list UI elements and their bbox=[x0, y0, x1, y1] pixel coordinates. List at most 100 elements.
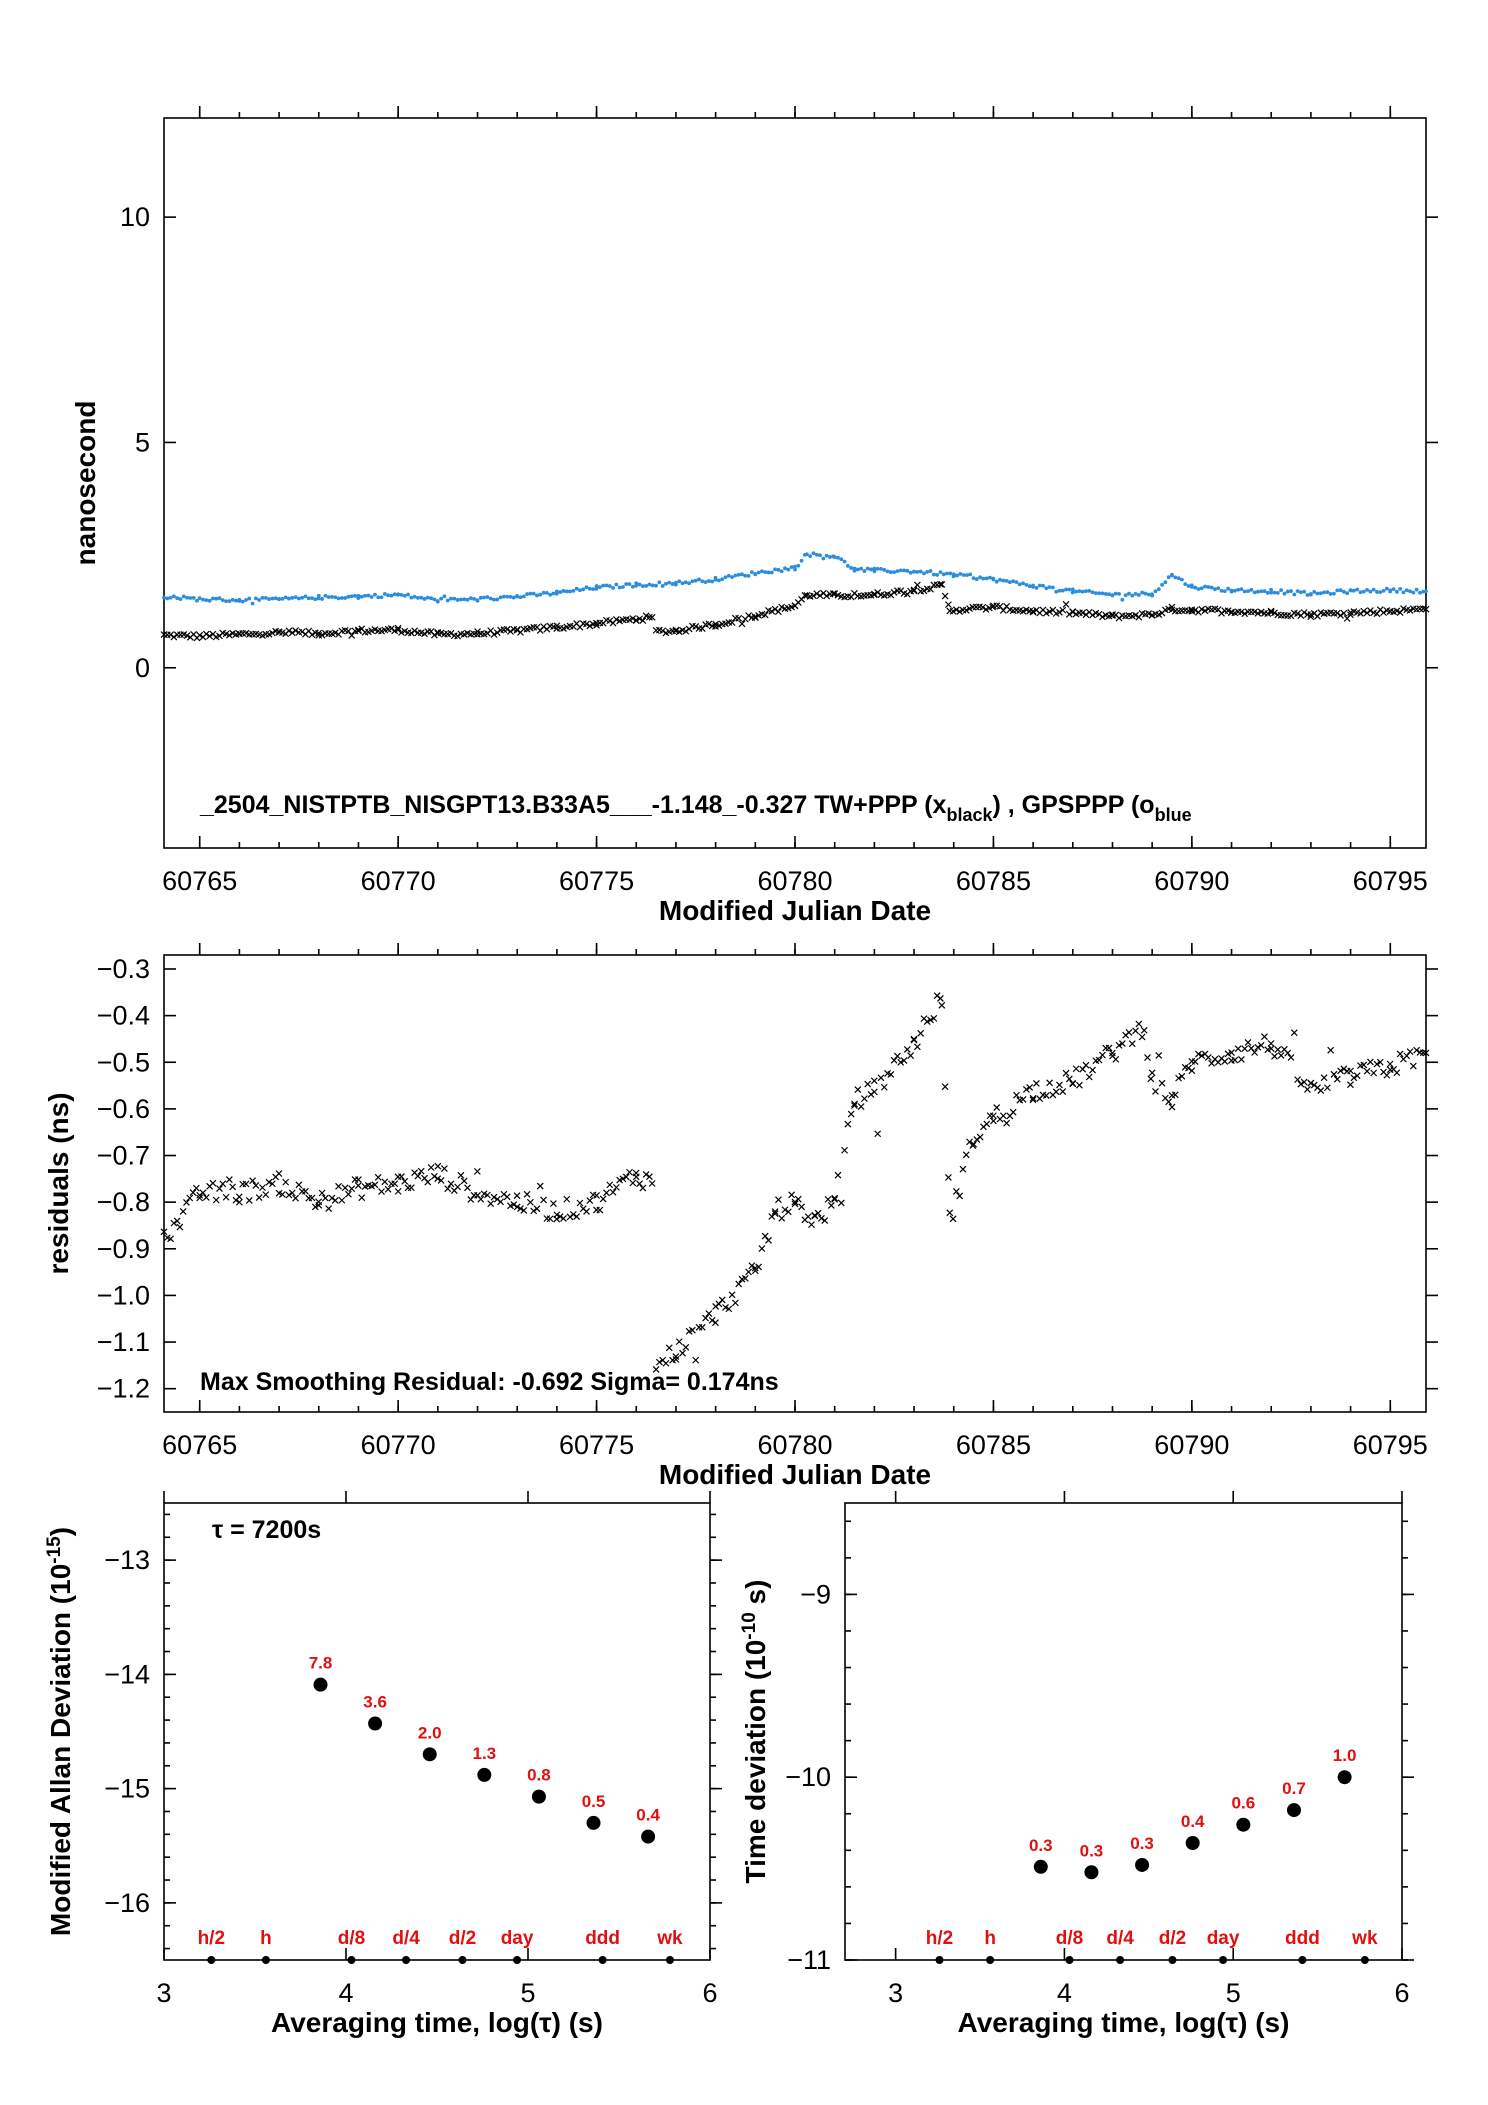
gpsppp-point bbox=[915, 570, 920, 574]
residual-point bbox=[1373, 1060, 1381, 1068]
y-tick-label: −1.1 bbox=[97, 1327, 150, 1357]
residual-point bbox=[941, 1083, 949, 1091]
residual-point bbox=[990, 1117, 997, 1125]
residual-point bbox=[430, 1172, 438, 1180]
twppp-point bbox=[1056, 608, 1063, 616]
residual-point bbox=[1204, 1053, 1212, 1061]
gpsppp-point bbox=[475, 598, 480, 603]
residual-point bbox=[818, 1214, 825, 1222]
residual-point bbox=[665, 1344, 673, 1352]
gpsppp-point bbox=[1418, 590, 1422, 595]
twppp-point bbox=[646, 613, 653, 621]
gpsppp-point bbox=[316, 596, 321, 601]
twppp-point bbox=[962, 606, 970, 614]
residual-point bbox=[1059, 1088, 1067, 1095]
gpsppp-point bbox=[482, 595, 487, 600]
residual-point bbox=[976, 1133, 984, 1141]
gpsppp-point bbox=[845, 563, 850, 568]
gpsppp-point bbox=[1348, 588, 1353, 593]
twppp-point bbox=[1099, 613, 1106, 621]
deviation-point bbox=[1236, 1817, 1251, 1832]
residual-point bbox=[910, 1036, 918, 1044]
time-marker-label: wk bbox=[1351, 1928, 1378, 1949]
gpsppp-point bbox=[710, 579, 715, 584]
residual-point bbox=[1297, 1080, 1305, 1088]
gpsppp-point bbox=[1007, 580, 1012, 585]
gpsppp-point bbox=[1093, 591, 1098, 596]
residual-point bbox=[1191, 1058, 1199, 1065]
gpsppp-point bbox=[1160, 582, 1164, 587]
gpsppp-point bbox=[1127, 591, 1131, 596]
gpsppp-point bbox=[379, 595, 384, 600]
gpsppp-point bbox=[978, 575, 982, 580]
mdev-panel: 3 4 5 6 −16 −15 −14 −13 Averaging time, log(τ) (… bbox=[44, 1491, 722, 2038]
residual-point bbox=[1360, 1061, 1368, 1069]
gpsppp-point bbox=[905, 568, 910, 573]
gpsppp-point bbox=[1163, 580, 1168, 585]
gpsppp-point bbox=[1388, 588, 1393, 593]
y-tick-label: −0.5 bbox=[97, 1047, 150, 1077]
x-tick-label: 60780 bbox=[757, 866, 832, 896]
residual-point bbox=[758, 1245, 766, 1253]
residual-point bbox=[1032, 1079, 1040, 1087]
plot-frame bbox=[163, 117, 1427, 849]
gpsppp-point bbox=[1229, 589, 1234, 594]
gpsppp-point bbox=[316, 593, 321, 598]
gpsppp-point bbox=[1381, 588, 1386, 593]
twppp-point bbox=[751, 614, 759, 622]
gpsppp-point bbox=[601, 583, 606, 588]
residual-point bbox=[355, 1176, 362, 1183]
residual-point bbox=[1046, 1079, 1054, 1087]
gpsppp-point bbox=[343, 596, 348, 600]
twppp-point bbox=[1340, 609, 1348, 617]
gpsppp-point bbox=[644, 584, 649, 588]
gpsppp-point bbox=[667, 580, 672, 585]
residual-point bbox=[560, 1215, 567, 1222]
residual-point bbox=[292, 1194, 299, 1202]
gpsppp-point bbox=[1100, 591, 1105, 596]
residual-point bbox=[1112, 1055, 1120, 1063]
gpsppp-point bbox=[879, 566, 883, 571]
residual-point bbox=[609, 1188, 617, 1196]
gpsppp-point bbox=[435, 599, 440, 604]
twppp-point bbox=[268, 629, 276, 637]
gpsppp-point bbox=[465, 597, 470, 602]
y-tick-label: −0.3 bbox=[97, 954, 150, 984]
twppp-point bbox=[411, 627, 419, 635]
twppp-point bbox=[474, 628, 481, 635]
gpsppp-point bbox=[1302, 589, 1307, 594]
y-tick-label: −11 bbox=[787, 1945, 831, 1975]
residual-point bbox=[407, 1184, 415, 1192]
residual-point bbox=[1409, 1062, 1417, 1070]
gpsppp-point bbox=[452, 596, 457, 601]
residual-point bbox=[1254, 1043, 1262, 1051]
gpsppp-point bbox=[789, 565, 794, 570]
gpsppp-point bbox=[1133, 591, 1138, 596]
residual-point bbox=[864, 1080, 872, 1088]
gpsppp-point bbox=[918, 569, 923, 574]
residual-point bbox=[698, 1323, 706, 1331]
residual-point bbox=[259, 1184, 266, 1192]
residual-point bbox=[454, 1183, 462, 1191]
twppp-point bbox=[507, 627, 514, 635]
residual-point bbox=[321, 1194, 329, 1202]
gpsppp-point bbox=[1398, 586, 1403, 591]
residual-point bbox=[1323, 1084, 1331, 1092]
twppp-point bbox=[890, 589, 898, 596]
gpsppp-point bbox=[1146, 592, 1151, 597]
gpsppp-point bbox=[1368, 589, 1373, 594]
gpsppp-point bbox=[578, 588, 582, 593]
gpsppp-point bbox=[753, 572, 758, 577]
residual-point bbox=[1347, 1081, 1354, 1089]
residual-point bbox=[1290, 1029, 1298, 1037]
residual-point bbox=[252, 1182, 260, 1189]
annotation-text: _2504_NISTPTB_NISGPT13.B33A5___-1.148_-0… bbox=[199, 791, 1192, 825]
deviation-point bbox=[1033, 1859, 1048, 1874]
residual-point bbox=[1144, 1054, 1151, 1061]
residual-point bbox=[473, 1167, 481, 1175]
gpsppp-point bbox=[1173, 575, 1178, 580]
twppp-point bbox=[292, 627, 299, 635]
residual-point bbox=[235, 1198, 243, 1206]
gpsppp-point bbox=[955, 573, 959, 578]
gpsppp-point bbox=[634, 581, 639, 586]
